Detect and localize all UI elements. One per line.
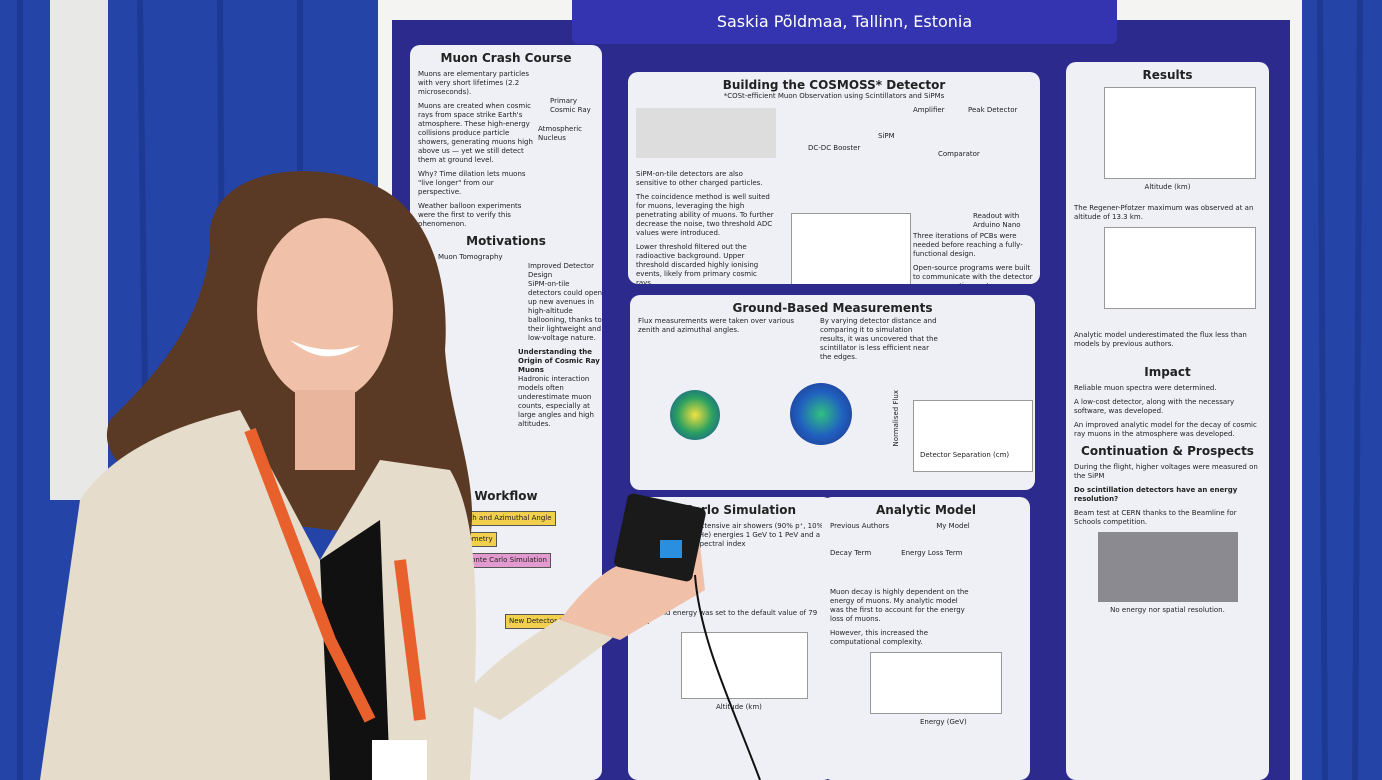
left-column: Muon Crash Course Muons are elementary p… <box>410 45 602 780</box>
label: Previous Authors <box>830 522 890 530</box>
label: DC-DC Booster <box>808 144 861 152</box>
circuit: DC-DC Booster SiPM Amplifier Peak Detect… <box>788 102 1028 162</box>
energy-chart <box>870 652 1002 714</box>
text: During the flight, higher voltages were … <box>1074 463 1258 480</box>
label: My Model <box>936 522 970 530</box>
label: Atmospheric Nucleus <box>538 125 583 142</box>
cern-photo <box>1097 532 1238 602</box>
text: Muon decay is highly dependent on the en… <box>830 588 969 623</box>
text: Muons are created when cosmic rays from … <box>418 102 533 164</box>
ground-panel: Ground-Based Measurements Flux measureme… <box>630 295 1035 490</box>
list-item: Reliable muon spectra were determined. <box>1074 384 1217 392</box>
label: Muon Tomography <box>438 253 503 261</box>
text: Three iterations of PCBs were needed bef… <box>913 232 1023 258</box>
pole <box>50 0 108 500</box>
text: Muons are elementary particles with very… <box>418 70 530 96</box>
text: By varying detector distance and compari… <box>820 317 938 361</box>
text: Analytic model underestimated the flux l… <box>1074 331 1247 348</box>
label: Peak Detector <box>968 106 1018 114</box>
separation-chart <box>913 400 1033 472</box>
right-column: Results Altitude (km) The Regener-Pfotze… <box>1066 62 1269 780</box>
montecarlo-panel: te Carlo Simulation extensive air shower… <box>628 497 833 780</box>
section-title: Muon Crash Course <box>440 51 572 65</box>
results-chart <box>1104 87 1256 179</box>
section-title: Results <box>1142 68 1193 82</box>
section-title: Analytic Model <box>875 503 977 517</box>
label: Amplifier <box>913 106 945 114</box>
label: Understanding the Origin of Cosmic Ray M… <box>518 348 600 374</box>
workflow-node: Monte Carlo Simulation <box>461 553 551 568</box>
section-title: Continuation & Prospects <box>1081 444 1254 458</box>
section-title: Impact <box>1144 365 1191 379</box>
list-item: An improved analytic model for the decay… <box>1074 421 1257 438</box>
flux-map <box>670 390 720 440</box>
label: Energy Loss Term <box>901 549 963 557</box>
axis-label: Altitude (km) <box>1144 183 1191 191</box>
section-title: te Carlo Simulation <box>666 503 797 517</box>
banner: Saskia Põldmaa, Tallinn, Estonia <box>572 0 1117 44</box>
workflow-node: New Detector Designs <box>504 614 591 629</box>
altitude-chart <box>681 632 808 699</box>
workflow-node: Detector Geometry <box>421 532 497 547</box>
label: Readout with Arduino Nano <box>973 212 1021 229</box>
axis-label: Altitude (km) <box>716 703 762 711</box>
text: Why? Time dilation lets muons "live long… <box>418 170 526 196</box>
text: The Regener-Pfotzer maximum was observed… <box>1074 204 1254 221</box>
section-title: Motivations <box>466 234 546 248</box>
section-title: Workflow <box>474 489 538 503</box>
text: Open-source programs were built to commu… <box>913 264 1033 284</box>
label: Comparator <box>938 150 980 158</box>
axis-label: Energy (GeV) <box>920 718 967 726</box>
text: SiPM-on-tile detectors are also sensitiv… <box>636 170 763 187</box>
label: Primary Cosmic Ray <box>550 97 591 114</box>
section-title: Ground-Based Measurements <box>732 301 933 315</box>
text: Lower threshold filtered out the radioac… <box>636 243 759 284</box>
list-item: A low-cost detector, along with the nece… <box>1074 398 1235 415</box>
text: Weather balloon experiments were the fir… <box>418 202 522 228</box>
flux-map <box>790 383 852 445</box>
text: SiPM-on-tile detectors could open up new… <box>528 280 602 342</box>
text: However, this increased the computationa… <box>830 629 929 646</box>
subtitle: *COSt-efficient Muon Observation using S… <box>723 92 945 100</box>
workflow-node: Flux vs. Zenith and Azimuthal Angle <box>421 511 556 526</box>
comparison-chart <box>1104 227 1256 309</box>
label: Decay Term <box>830 549 872 557</box>
text: Hadronic interaction models often undere… <box>518 375 594 428</box>
text: Beam test at CERN thanks to the Beamline… <box>1074 509 1237 526</box>
analytic-panel: Analytic Model Previous Authors My Model… <box>822 497 1030 780</box>
text: No energy nor spatial resolution. <box>1110 606 1225 614</box>
axis-label: Detector Separation (cm) <box>920 451 1010 459</box>
detector-photo <box>636 108 776 158</box>
text: The coincidence method is well suited fo… <box>636 193 774 237</box>
axis-label: Normalised Flux <box>892 390 900 447</box>
label: SiPM <box>878 132 895 140</box>
text: extensive air showers (90% p⁺, 10% ⁴He) … <box>696 522 824 548</box>
detector-panel: Building the COSMOSS* Detector *COSt-eff… <box>628 72 1040 284</box>
text: Threshold energy was set to the default … <box>636 609 818 626</box>
section-title: Building the COSMOSS* Detector <box>722 78 946 92</box>
text: Flux measurements were taken over variou… <box>638 317 795 334</box>
adc-chart <box>791 213 911 284</box>
label: Improved Detector Design <box>528 262 594 279</box>
text: Do scintillation detectors have an energ… <box>1074 486 1238 503</box>
